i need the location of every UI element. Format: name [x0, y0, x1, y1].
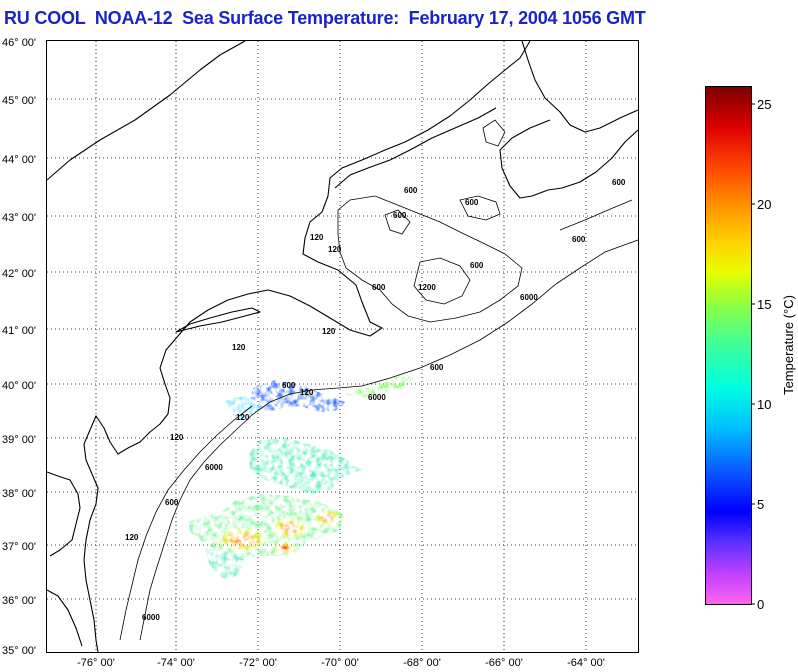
sst-patch-mid: [248, 438, 362, 494]
contour-label: 6000: [142, 613, 160, 622]
sst-patch-tail: [205, 548, 245, 582]
contour-label: 600: [470, 261, 484, 270]
contour-label: 600: [612, 178, 626, 187]
contour-label: 6000: [520, 293, 538, 302]
contour-label: 600: [372, 283, 386, 292]
latitude-label: 46° 00': [2, 37, 36, 49]
longitude-label: -66° 00': [485, 657, 523, 669]
latitude-label: 45° 00': [2, 95, 36, 107]
contour-label: 120: [328, 245, 342, 254]
longitude-axis: -76° 00' -74° 00' -72° 00' -70° 00' -68°…: [77, 657, 605, 669]
latitude-label: 36° 00': [2, 595, 36, 607]
contour-label: 600: [282, 381, 296, 390]
graticule: [47, 41, 638, 652]
map-frame: [46, 40, 639, 653]
latitude-label: 42° 00': [2, 268, 36, 280]
longitude-label: -70° 00': [321, 657, 359, 669]
contour-label: 600: [165, 498, 179, 507]
colorbar-ramp: [705, 86, 752, 605]
sst-patch-shelf: [345, 374, 415, 398]
latitude-label: 41° 00': [2, 325, 36, 337]
latitude-label: 43° 00': [2, 212, 36, 224]
longitude-label: -68° 00': [403, 657, 441, 669]
contour-label: 120: [236, 413, 250, 422]
sst-data: [188, 374, 415, 582]
colorbar-tick-label: 5: [757, 497, 764, 512]
contour-label: 120: [322, 327, 336, 336]
colorbar-ticks: [751, 103, 755, 605]
contour-label: 600: [465, 198, 479, 207]
latitude-label: 35° 00': [2, 645, 36, 657]
contour-label: 600: [404, 186, 418, 195]
colorbar-tick-label: 0: [757, 597, 764, 612]
sst-warm-core-4: [271, 540, 299, 556]
contour-label: 600: [430, 363, 444, 372]
contour-label: 1200: [418, 283, 436, 292]
contour-labels: 600 600 600 600 600 600 600 6000 6000 60…: [125, 178, 626, 622]
contour-label: 6000: [368, 393, 386, 402]
contour-label: 120: [125, 533, 139, 542]
longitude-label: -72° 00': [239, 657, 277, 669]
longitude-label: -74° 00': [157, 657, 195, 669]
colorbar-tick-label: 25: [757, 97, 771, 112]
latitude-axis: 46° 00' 45° 00' 44° 00' 43° 00' 42° 00' …: [2, 37, 36, 657]
latitude-label: 37° 00': [2, 541, 36, 553]
longitude-label: -64° 00': [567, 657, 605, 669]
sst-warm-core-1: [212, 526, 272, 554]
colorbar-tick-label: 20: [757, 197, 771, 212]
sst-warm-core-3: [312, 508, 344, 528]
page-title: RU COOL NOAA-12 Sea Surface Temperature:…: [4, 8, 646, 28]
contour-label: 120: [310, 233, 324, 242]
longitude-label: -76° 00': [77, 657, 115, 669]
contour-label: 600: [393, 211, 407, 220]
latitude-label: 39° 00': [2, 434, 36, 446]
latitude-label: 40° 00': [2, 380, 36, 392]
colorbar-title: Temperature (°C): [781, 295, 796, 395]
colorbar-tick-label: 10: [757, 397, 771, 412]
sst-warm-core-2: [268, 516, 312, 540]
sst-patch-cold: [250, 380, 345, 412]
latitude-label: 38° 00': [2, 488, 36, 500]
coastline: [46, 40, 639, 653]
bathymetry-contours: [119, 119, 639, 641]
colorbar-tick-label: 15: [757, 297, 771, 312]
contour-label: 120: [300, 388, 314, 397]
contour-label: 600: [572, 235, 586, 244]
contour-label: 120: [232, 343, 246, 352]
contour-label: 6000: [205, 463, 223, 472]
colorbar: 25 20 15 10 5 0 Temperature (°C): [705, 86, 796, 612]
contour-label: 120: [170, 433, 184, 442]
latitude-label: 44° 00': [2, 154, 36, 166]
